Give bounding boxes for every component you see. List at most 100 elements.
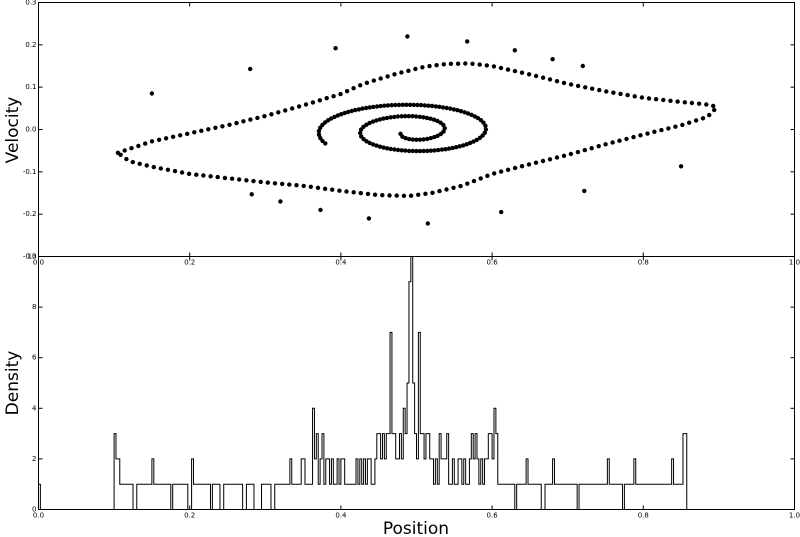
- phase-point-outer: [337, 188, 342, 193]
- phase-point-spiral: [346, 109, 351, 115]
- phase-point-spiral: [392, 147, 397, 152]
- phase-space-panel: 0.30.20.10.0-0.1-0.2-0.30.0 0.2 0.4 0.6 0.8 1…: [3, 0, 800, 267]
- phase-point-spiral: [342, 110, 347, 116]
- phase-point-spiral: [426, 103, 431, 108]
- phase-point-outer: [156, 137, 162, 142]
- phase-point-spiral: [392, 114, 397, 120]
- phase-point-outer: [590, 86, 595, 91]
- phase-point-spiral: [428, 148, 434, 153]
- phase-point-spiral: [378, 103, 383, 109]
- phase-point-spiral: [318, 125, 323, 130]
- phase-point-outer: [711, 103, 716, 109]
- phase-point-outer: [561, 80, 567, 86]
- phase-point-outer: [519, 70, 525, 75]
- density-ylabel: Density: [3, 351, 23, 416]
- phase-point-spiral: [464, 142, 469, 147]
- phase-point-spiral: [403, 148, 408, 153]
- phase-point-outer: [408, 193, 414, 198]
- phase-point-outer: [301, 183, 306, 189]
- phase-xtick-label: 0.6: [487, 259, 499, 267]
- phase-ytick-label: 0.3: [25, 0, 36, 7]
- phase-xtick-label: 0.8: [638, 259, 649, 267]
- phase-point-spiral: [461, 143, 466, 148]
- density-ytick-label: 2: [32, 455, 36, 463]
- phase-point-outlier: [248, 66, 253, 72]
- phase-point-outer: [498, 169, 504, 174]
- phase-point-outer: [401, 193, 407, 198]
- phase-point-outer: [420, 65, 425, 70]
- phase-point-outlier: [318, 207, 323, 213]
- phase-ytick-label: 0.1: [25, 83, 36, 91]
- phase-point-spiral: [429, 103, 435, 109]
- phase-point-spiral: [465, 111, 471, 116]
- phase-point-outer: [575, 149, 581, 155]
- phase-point-spiral: [442, 126, 447, 131]
- density-ytick-label: 8: [32, 303, 36, 311]
- phase-point-outer: [322, 186, 328, 191]
- phase-point-outer: [554, 79, 560, 84]
- phase-point-outer: [624, 136, 629, 142]
- phase-point-spiral: [410, 114, 415, 119]
- phase-ytick-label: -0.2: [23, 210, 37, 218]
- phase-point-spiral: [363, 105, 369, 111]
- phase-point-spiral: [381, 145, 386, 150]
- phase-point-outlier: [278, 199, 283, 204]
- phase-point-outer: [610, 140, 615, 145]
- phase-point-outer: [700, 116, 706, 121]
- phase-point-spiral: [428, 116, 433, 121]
- phase-point-outer: [394, 193, 399, 198]
- phase-point-outlier: [582, 188, 587, 194]
- phase-point-outer: [547, 77, 553, 82]
- phase-point-spiral: [414, 148, 419, 154]
- phase-point-spiral: [421, 137, 426, 142]
- phase-point-spiral: [353, 107, 358, 113]
- phase-point-outer: [554, 155, 560, 160]
- phase-point-outlier: [580, 63, 585, 69]
- phase-point-outer: [673, 124, 678, 129]
- phase-point-spiral: [444, 105, 449, 111]
- phase-point-spiral: [472, 114, 477, 119]
- phase-point-outer: [220, 124, 225, 129]
- phase-point-outer: [568, 151, 574, 157]
- phase-point-spiral: [384, 115, 390, 121]
- phase-point-spiral: [339, 112, 344, 117]
- phase-point-outer: [241, 119, 246, 124]
- phase-point-outer: [689, 100, 695, 106]
- phase-point-spiral: [482, 130, 487, 135]
- phase-point-outer: [163, 136, 169, 141]
- phase-point-spiral: [443, 147, 448, 152]
- phase-point-outer: [484, 63, 489, 68]
- phase-point-outer: [430, 190, 435, 195]
- phase-point-spiral: [389, 103, 394, 108]
- phase-ytick-label: 0.0: [25, 126, 36, 134]
- density-ytick-label: 4: [32, 404, 37, 412]
- phase-point-outer: [165, 167, 171, 172]
- density-xtick-label: 0.0: [33, 512, 44, 520]
- phase-point-outer: [194, 172, 199, 177]
- phase-point-outer: [258, 179, 263, 185]
- phase-point-outer: [413, 66, 418, 72]
- phase-point-outer: [351, 190, 356, 195]
- phase-point-outer: [652, 129, 657, 134]
- phase-point-outlier: [512, 48, 517, 53]
- phase-point-spiral: [448, 106, 453, 111]
- phase-point-outer: [158, 166, 163, 171]
- phase-point-spiral: [335, 113, 340, 118]
- phase-point-outer: [387, 193, 392, 198]
- phase-point-outer: [625, 92, 630, 98]
- phase-point-outer: [290, 106, 295, 111]
- phase-point-spiral: [374, 104, 380, 109]
- phase-point-spiral: [413, 114, 419, 119]
- phase-point-spiral: [388, 146, 393, 152]
- phase-point-spiral: [382, 103, 387, 108]
- phase-space-ticks: 0.30.20.10.0-0.1-0.2-0.30.0 0.2 0.4 0.6 0.8 1…: [23, 0, 800, 267]
- phase-point-spiral: [399, 114, 404, 119]
- phase-point-spiral: [414, 137, 419, 142]
- phase-point-outer: [222, 175, 228, 181]
- phase-space-ylabel: Velocity: [3, 97, 23, 164]
- phase-point-outer: [704, 102, 709, 107]
- phase-point-outer: [310, 100, 316, 105]
- phase-point-spiral: [418, 102, 424, 108]
- phase-point-spiral: [356, 107, 361, 112]
- phase-point-spiral: [415, 102, 420, 108]
